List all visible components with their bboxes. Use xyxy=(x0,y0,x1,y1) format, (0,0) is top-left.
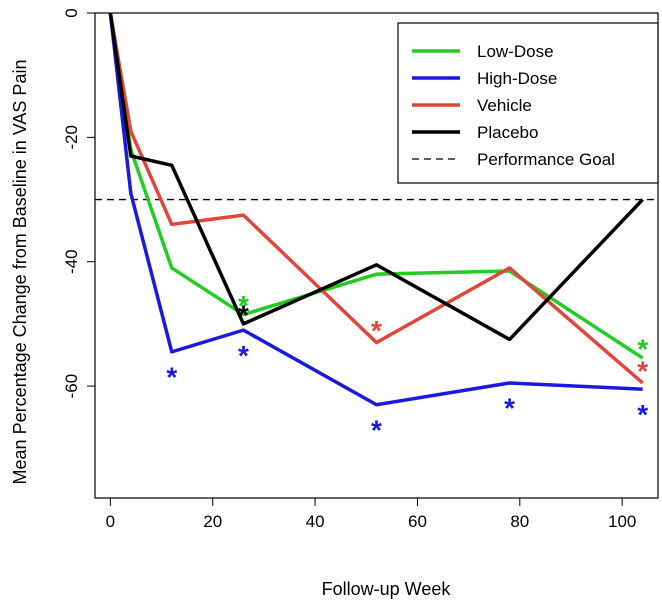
significance-star: * xyxy=(238,340,249,371)
y-tick-label: 0 xyxy=(62,8,81,17)
significance-star: * xyxy=(637,334,648,365)
series-line-placebo xyxy=(108,12,644,342)
y-tick-label: -40 xyxy=(62,249,81,274)
significance-star: * xyxy=(371,315,382,346)
series-line-vehicle xyxy=(108,12,644,385)
series-lines xyxy=(108,12,644,407)
y-axis: 0 -20 -40 -60 xyxy=(62,8,95,398)
x-tick-label: 60 xyxy=(408,512,427,531)
legend-label: High-Dose xyxy=(477,69,557,88)
significance-star: * xyxy=(637,355,648,386)
x-tick-label: 100 xyxy=(608,512,636,531)
significance-star: * xyxy=(238,290,249,321)
y-tick-label: -20 xyxy=(62,125,81,150)
significance-star: * xyxy=(166,362,177,393)
y-axis-title: Mean Percentage Change from Baseline in … xyxy=(10,60,30,485)
legend: Low-Dose High-Dose Vehicle Placebo Performan… xyxy=(397,22,659,184)
plot-frame xyxy=(94,12,659,499)
series-line-high-dose xyxy=(108,12,643,407)
significance-star: * xyxy=(371,414,382,445)
x-tick-label: 0 xyxy=(106,512,115,531)
legend-label: Placebo xyxy=(477,123,538,142)
plot-border xyxy=(94,12,659,499)
x-tick-label: 40 xyxy=(306,512,325,531)
legend-label: Performance Goal xyxy=(477,150,615,169)
x-axis: 0 20 40 60 80 100 xyxy=(106,498,636,531)
significance-markers: ****** **** xyxy=(166,290,648,445)
significance-star: * xyxy=(637,399,648,430)
significance-star: * xyxy=(504,393,515,424)
x-axis-title: Follow-up Week xyxy=(322,579,452,599)
significance-star: * xyxy=(238,299,249,330)
x-tick-label: 80 xyxy=(510,512,529,531)
y-tick-label: -60 xyxy=(62,374,81,399)
legend-label: Vehicle xyxy=(477,96,532,115)
legend-label: Low-Dose xyxy=(477,42,554,61)
x-tick-label: 20 xyxy=(203,512,222,531)
